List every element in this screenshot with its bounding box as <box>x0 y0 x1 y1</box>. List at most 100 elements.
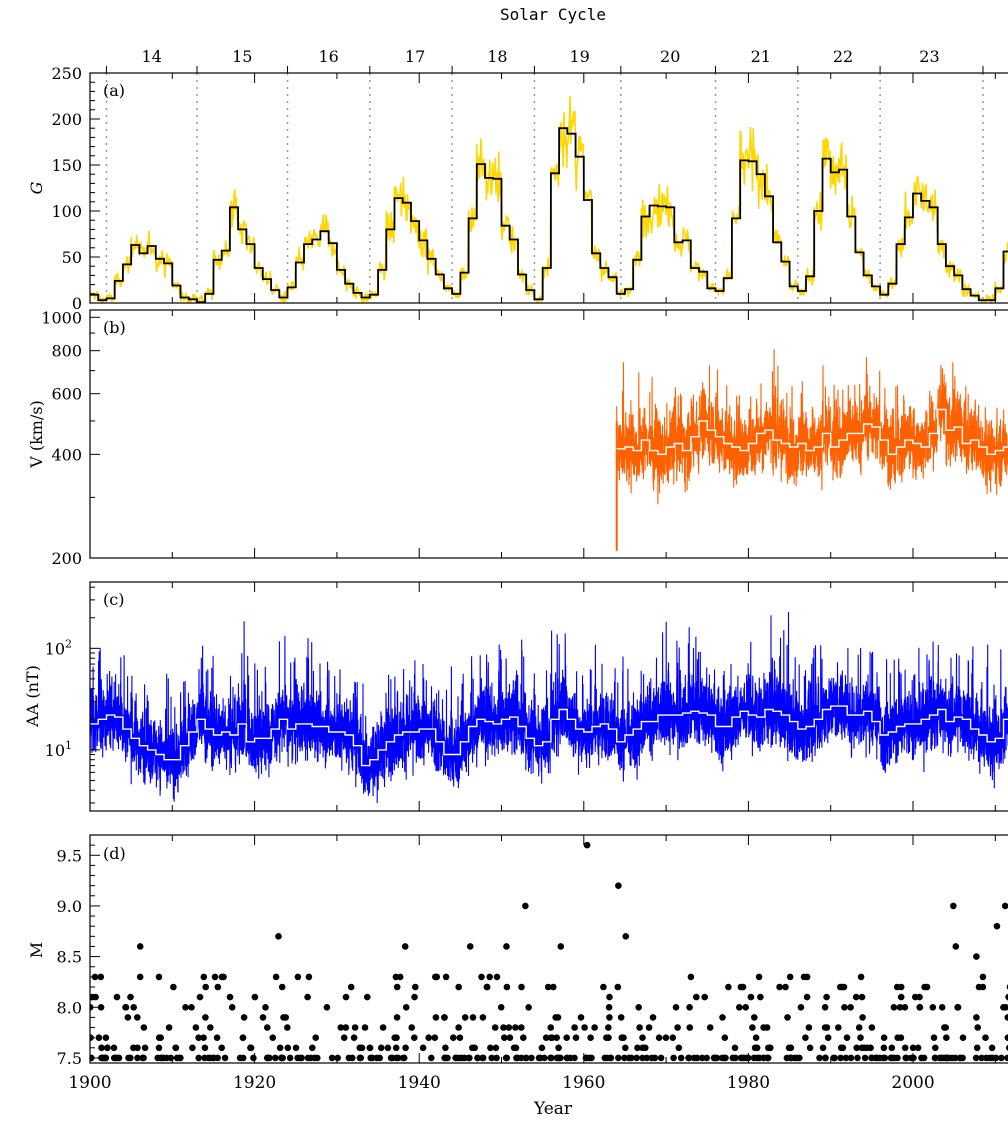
earthquake-point <box>272 973 280 981</box>
earthquake-point <box>176 1054 184 1062</box>
earthquake-point <box>857 1034 864 1041</box>
earthquake-point <box>628 1054 635 1062</box>
earthquake-point <box>802 1034 809 1041</box>
earthquake-point <box>557 1054 564 1062</box>
earthquake-point <box>701 993 708 1001</box>
earthquake-point <box>466 1054 473 1062</box>
earthquake-point <box>373 1054 381 1062</box>
earthquake-point <box>207 1024 214 1031</box>
earthquake-point <box>525 1004 532 1011</box>
earthquake-point <box>506 1034 514 1041</box>
earthquake-point <box>393 1034 400 1041</box>
y-tick-label: 102 <box>45 637 72 658</box>
earthquake-point <box>982 1034 989 1041</box>
earthquake-point <box>916 1004 923 1011</box>
y-tick-label: 200 <box>51 549 82 568</box>
earthquake-point <box>920 1054 928 1062</box>
panel-b-label: (b) <box>103 318 126 337</box>
cycle-number-label: 15 <box>232 47 252 66</box>
earthquake-point <box>474 1054 481 1062</box>
earthquake-point <box>936 1054 943 1062</box>
earthquake-point <box>305 973 313 981</box>
earthquake-point <box>97 1004 105 1011</box>
earthquake-point <box>636 1024 643 1031</box>
earthquake-point <box>888 1054 896 1062</box>
earthquake-point <box>742 1004 749 1011</box>
earthquake-point <box>909 1044 917 1052</box>
earthquake-point <box>988 1044 996 1052</box>
earthquake-point <box>456 1034 464 1041</box>
earthquake-point <box>557 943 565 950</box>
earthquake-point <box>286 1054 294 1062</box>
y-tick-label: 50 <box>62 248 82 267</box>
panel-a-label: (a) <box>103 81 125 100</box>
earthquake-point <box>583 841 591 849</box>
annual-solar-wind-step <box>616 408 1008 455</box>
y-tick-label: 0 <box>72 294 82 313</box>
earthquake-point <box>408 1024 416 1031</box>
earthquake-point <box>125 1054 132 1062</box>
earthquake-point <box>113 993 121 1001</box>
earthquake-point <box>479 1014 487 1021</box>
earthquake-point <box>657 1054 665 1062</box>
earthquake-point <box>518 983 525 991</box>
earthquake-point <box>959 1054 966 1062</box>
earthquake-point <box>821 1004 829 1011</box>
earthquake-point <box>188 1004 195 1011</box>
earthquake-point <box>328 1054 336 1062</box>
earthquake-point <box>366 1044 374 1052</box>
earthquake-point <box>776 983 783 991</box>
earthquake-point <box>432 973 439 981</box>
earthquake-point <box>455 1024 462 1031</box>
earthquake-point <box>218 973 226 981</box>
earthquake-point <box>823 993 830 1001</box>
y-tick-label: 101 <box>45 739 72 760</box>
panel-a-plot-area <box>89 73 1008 306</box>
earthquake-point <box>469 1044 476 1052</box>
earthquake-point <box>104 1044 111 1052</box>
cycle-number-label: 23 <box>919 47 939 66</box>
earthquake-point <box>542 1034 550 1041</box>
earthquake-point <box>784 1014 791 1021</box>
panel-d-plot-area <box>90 841 1008 1062</box>
earthquake-point <box>294 973 302 981</box>
x-tick-label: 1960 <box>562 1073 605 1093</box>
panel-d-axes: 7.5 8.0 8.5 9.0 9.5 1900 1920 1940 1960 1980 2000 <box>57 835 996 1093</box>
earthquake-point <box>195 1054 202 1062</box>
panel-b-frame <box>89 309 1008 559</box>
y-tick-label: 250 <box>51 64 82 83</box>
earthquake-point <box>377 1044 385 1052</box>
earthquake-point <box>821 1024 829 1031</box>
earthquake-point <box>512 1044 520 1052</box>
earthquake-point <box>686 1004 693 1011</box>
earthquake-point <box>522 902 529 910</box>
earthquake-point <box>713 1054 721 1062</box>
earthquake-point <box>672 1004 680 1011</box>
earthquake-point <box>605 1004 613 1011</box>
earthquake-point <box>806 1044 814 1052</box>
earthquake-point <box>269 1034 277 1041</box>
x-tick-label: 1940 <box>398 1073 441 1093</box>
y-tick-label: 8.0 <box>57 998 82 1017</box>
earthquake-point <box>401 943 409 950</box>
earthquake-point <box>357 1054 365 1062</box>
y-tick-label: 600 <box>51 385 82 404</box>
earthquake-point <box>973 1044 981 1052</box>
earthquake-point <box>350 1034 358 1041</box>
earthquake-point <box>130 1004 137 1011</box>
earthquake-point <box>259 1014 267 1021</box>
earthquake-point <box>721 1034 729 1041</box>
earthquake-point <box>890 1004 898 1011</box>
earthquake-point <box>685 1054 692 1062</box>
earthquake-point <box>731 1044 739 1052</box>
earthquake-point <box>402 1004 410 1011</box>
earthquake-point <box>914 1044 922 1052</box>
earthquake-point <box>894 1034 901 1041</box>
y-tick-label: 7.5 <box>57 1049 82 1068</box>
earthquake-point <box>102 1034 110 1041</box>
earthquake-point <box>292 1044 300 1052</box>
earthquake-point <box>356 1044 364 1052</box>
earthquake-point <box>952 943 960 950</box>
earthquake-point <box>211 973 219 981</box>
